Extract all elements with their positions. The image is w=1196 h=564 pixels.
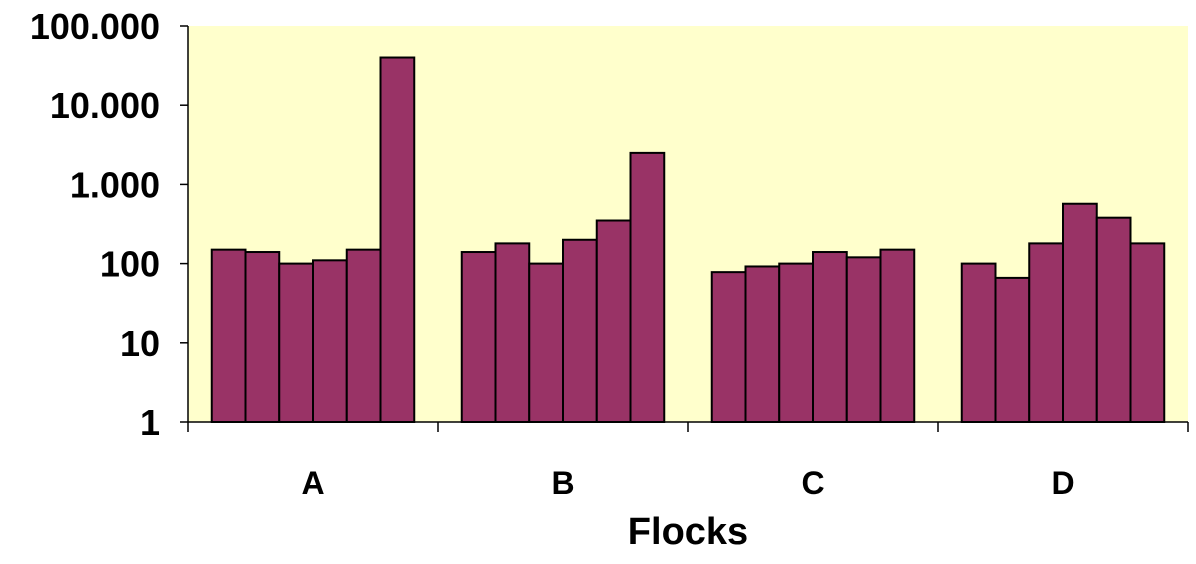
y-tick-label: 100.000 xyxy=(30,6,160,47)
bar-a-6 xyxy=(379,56,416,424)
bar-a-1 xyxy=(210,248,247,423)
x-category-label: C xyxy=(801,465,824,501)
y-tick-label: 1.000 xyxy=(70,164,160,205)
x-category-label: A xyxy=(301,465,324,501)
bar-c-1 xyxy=(710,271,747,424)
bar-b-5 xyxy=(595,219,632,423)
bar-a-4 xyxy=(312,259,348,423)
bar-a-2 xyxy=(244,251,281,423)
y-tick-label: 1 xyxy=(140,402,160,443)
bar-a-5 xyxy=(345,248,382,423)
bar-b-6 xyxy=(629,151,666,423)
bar-b-3 xyxy=(528,262,564,423)
bar-c-4 xyxy=(812,251,848,423)
bar-d-6 xyxy=(1129,242,1166,423)
y-tick-label: 100 xyxy=(100,244,160,285)
bar-d-1 xyxy=(960,262,997,423)
x-axis-title: Flocks xyxy=(628,511,748,553)
bars xyxy=(210,56,1166,424)
x-category-label: D xyxy=(1051,465,1074,501)
bar-c-6 xyxy=(879,248,916,423)
bar-a-3 xyxy=(278,262,314,423)
y-ticks: 1 10 100 1.000 10.000 100.000 xyxy=(30,6,188,443)
bar-d-5 xyxy=(1095,216,1132,423)
bar-d-2 xyxy=(994,276,1031,423)
y-tick-label: 10.000 xyxy=(50,85,160,126)
bar-b-1 xyxy=(460,251,497,423)
bar-b-2 xyxy=(494,242,531,423)
x-category-label: B xyxy=(551,465,574,501)
bar-c-3 xyxy=(778,262,814,423)
bar-b-4 xyxy=(562,238,598,423)
bar-c-5 xyxy=(845,256,882,424)
bar-d-3 xyxy=(1028,242,1064,423)
bar-c-2 xyxy=(744,265,781,424)
y-tick-label: 10 xyxy=(120,323,160,364)
bar-d-4 xyxy=(1062,202,1098,423)
x-ticks: A B C D xyxy=(187,422,1189,501)
